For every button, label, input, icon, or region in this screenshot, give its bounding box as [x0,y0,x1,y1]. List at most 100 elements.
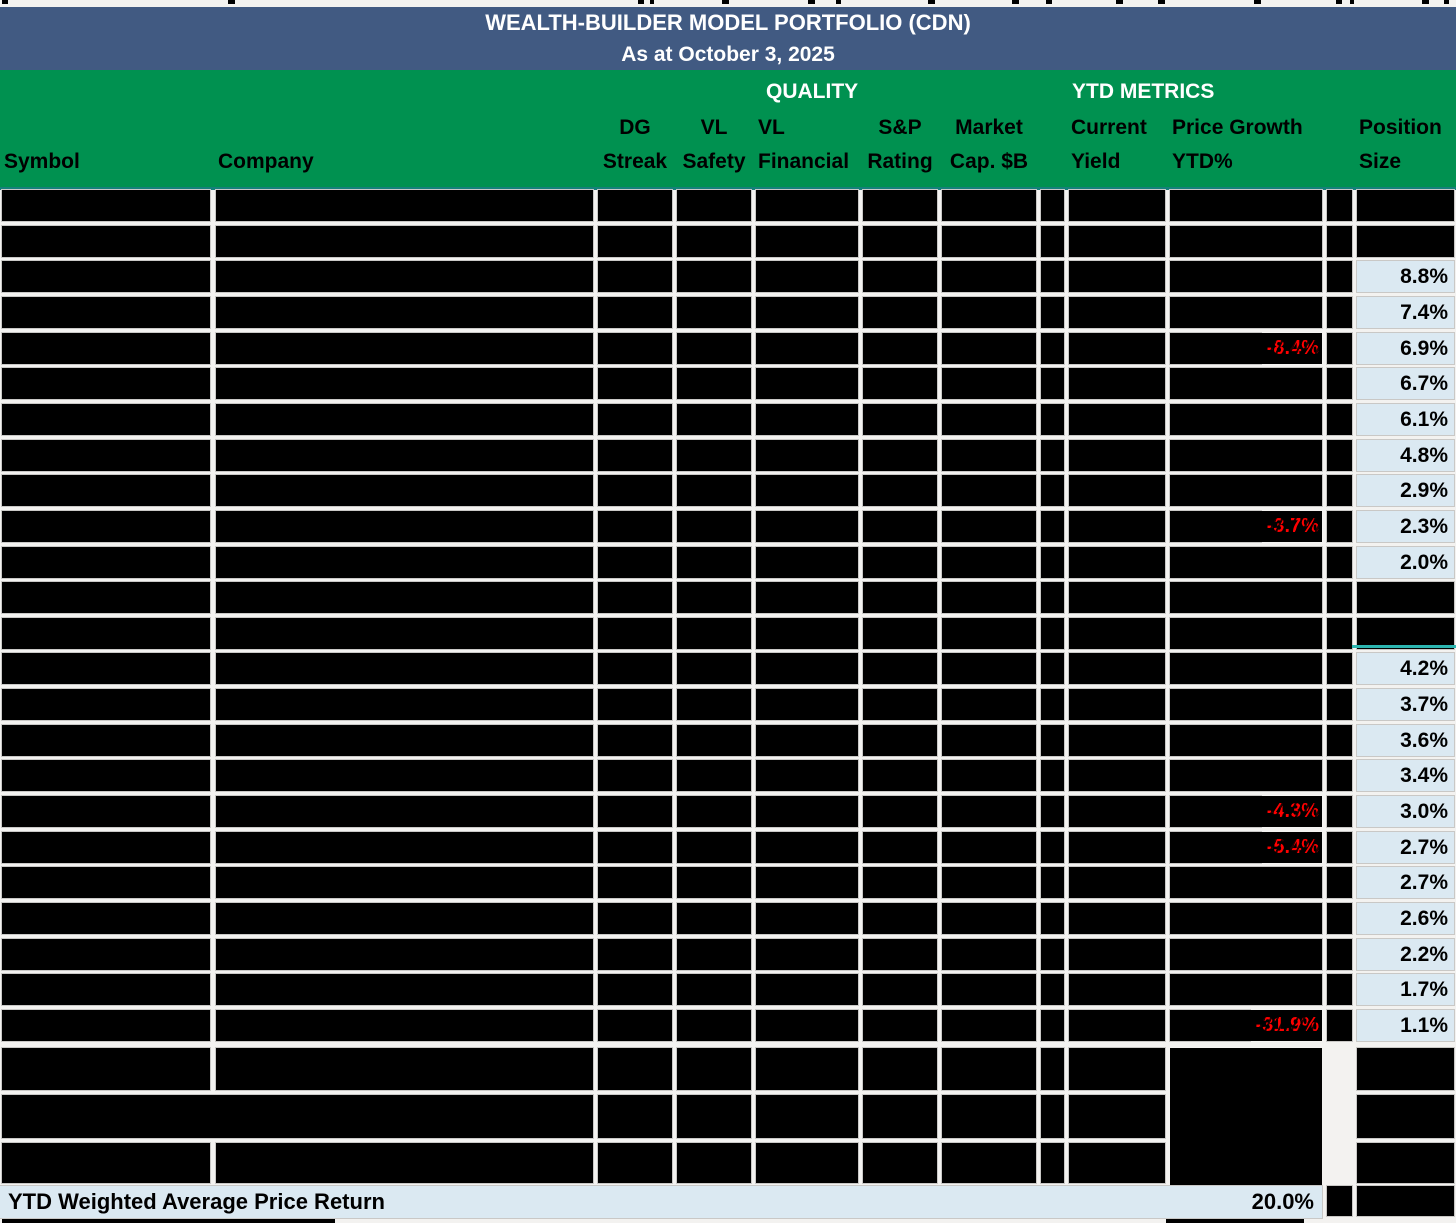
redacted-cell [1041,261,1064,292]
position-size-cell: 4.8% [1357,440,1454,471]
redacted-cell [598,832,672,863]
page-title: WEALTH-BUILDER MODEL PORTFOLIO (CDN) [485,9,971,35]
redacted-cell [1069,689,1165,720]
redacted-cell [1041,226,1064,257]
redacted-cell [942,653,1036,684]
redacted-cell [756,867,858,898]
symbol-cell-redacted [2,511,210,542]
redacted-cell [756,190,858,221]
redacted-cell [1327,511,1352,542]
redacted-cell [863,974,937,1005]
redacted-bar [1170,796,1261,827]
redacted-cell [1327,939,1352,970]
redacted-cell [1069,582,1165,613]
crop-tick [1422,0,1429,4]
symbol-cell-redacted [2,1010,210,1041]
redacted-bar [1170,1010,1250,1041]
column-header-streak: Streak [602,150,668,173]
footer-redacted-cell [1069,1048,1165,1090]
redacted-cell [677,725,751,756]
redacted-cell [863,582,937,613]
redacted-cell [677,226,751,257]
redacted-cell [598,404,672,435]
redacted-cell [756,261,858,292]
redacted-cell [598,725,672,756]
redacted-cell [1357,618,1454,649]
group-label-quality: QUALITY [766,80,859,103]
redacted-cell [1069,261,1165,292]
redacted-bar [1170,832,1261,863]
crop-tick [1046,0,1052,4]
redacted-cell [756,1010,858,1041]
redacted-cell [756,939,858,970]
redacted-cell [1170,760,1322,791]
symbol-cell-redacted [2,867,210,898]
redacted-cell [942,261,1036,292]
crop-tick [1336,0,1342,4]
redacted-cell [863,368,937,399]
redacted-cell [1069,974,1165,1005]
redacted-cell [677,297,751,328]
symbol-cell-redacted [2,974,210,1005]
table-body: 8.8% 7.4% -8.4% 6.9% 6.7% 6.1% 4.8% 2.9% -3.7% 2.… [0,190,1456,1043]
column-header-financial: Financial [758,150,850,173]
column-header-cap-b: Market [955,116,1023,139]
redacted-cell [677,689,751,720]
redacted-cell [756,404,858,435]
redacted-cell [1170,440,1322,471]
redacted-cell [1170,475,1322,506]
redacted-cell [1041,939,1064,970]
redacted-cell [1069,867,1165,898]
redacted-cell [677,760,751,791]
symbol-cell-redacted [2,689,210,720]
redacted-cell [598,760,672,791]
redacted-cell [677,440,751,471]
symbol-cell-redacted [2,760,210,791]
position-size-cell: 6.1% [1357,404,1454,435]
company-cell-redacted [216,582,593,613]
redacted-cell [942,618,1036,649]
redacted-cell [1327,760,1352,791]
redacted-cell [1170,867,1322,898]
position-size-cell: 2.7% [1357,867,1454,898]
redacted-cell [677,903,751,934]
company-cell-redacted [216,226,593,257]
redacted-cell [677,974,751,1005]
redacted-cell [942,939,1036,970]
footer-redacted-cell [1041,1143,1064,1183]
footer-merged-redaction [1170,1048,1322,1185]
column-header-ytd-: Price Growth [1172,116,1303,139]
redacted-cell [677,190,751,221]
footer-redacted-cell [863,1143,937,1183]
company-cell-redacted [216,333,593,364]
crop-tick [650,0,654,4]
redacted-cell [1327,440,1352,471]
symbol-cell-redacted [2,261,210,292]
redacted-cell [1357,226,1454,257]
company-cell-redacted [216,796,593,827]
redacted-cell [1041,618,1064,649]
redacted-cell [756,653,858,684]
position-size-cell: 4.2% [1357,653,1454,684]
redacted-cell [756,725,858,756]
redacted-cell [1327,618,1352,649]
redacted-cell [677,832,751,863]
footer-redacted-cell [863,1095,937,1138]
redacted-cell [863,725,937,756]
footer-redacted-cell [2,1095,593,1138]
redacted-cell [1170,190,1322,221]
redacted-cell [1327,297,1352,328]
redacted-cell [942,867,1036,898]
redacted-cell [1357,582,1454,613]
redacted-cell [598,511,672,542]
company-cell-redacted [216,368,593,399]
crop-tick [638,0,644,4]
redacted-cell [1069,796,1165,827]
footer-redacted-cell [677,1095,751,1138]
company-cell-redacted [216,618,593,649]
column-header-size: Position [1359,116,1442,139]
symbol-cell-redacted [2,226,210,257]
redacted-cell [942,226,1036,257]
redacted-cell [863,440,937,471]
redacted-cell [1069,190,1165,221]
